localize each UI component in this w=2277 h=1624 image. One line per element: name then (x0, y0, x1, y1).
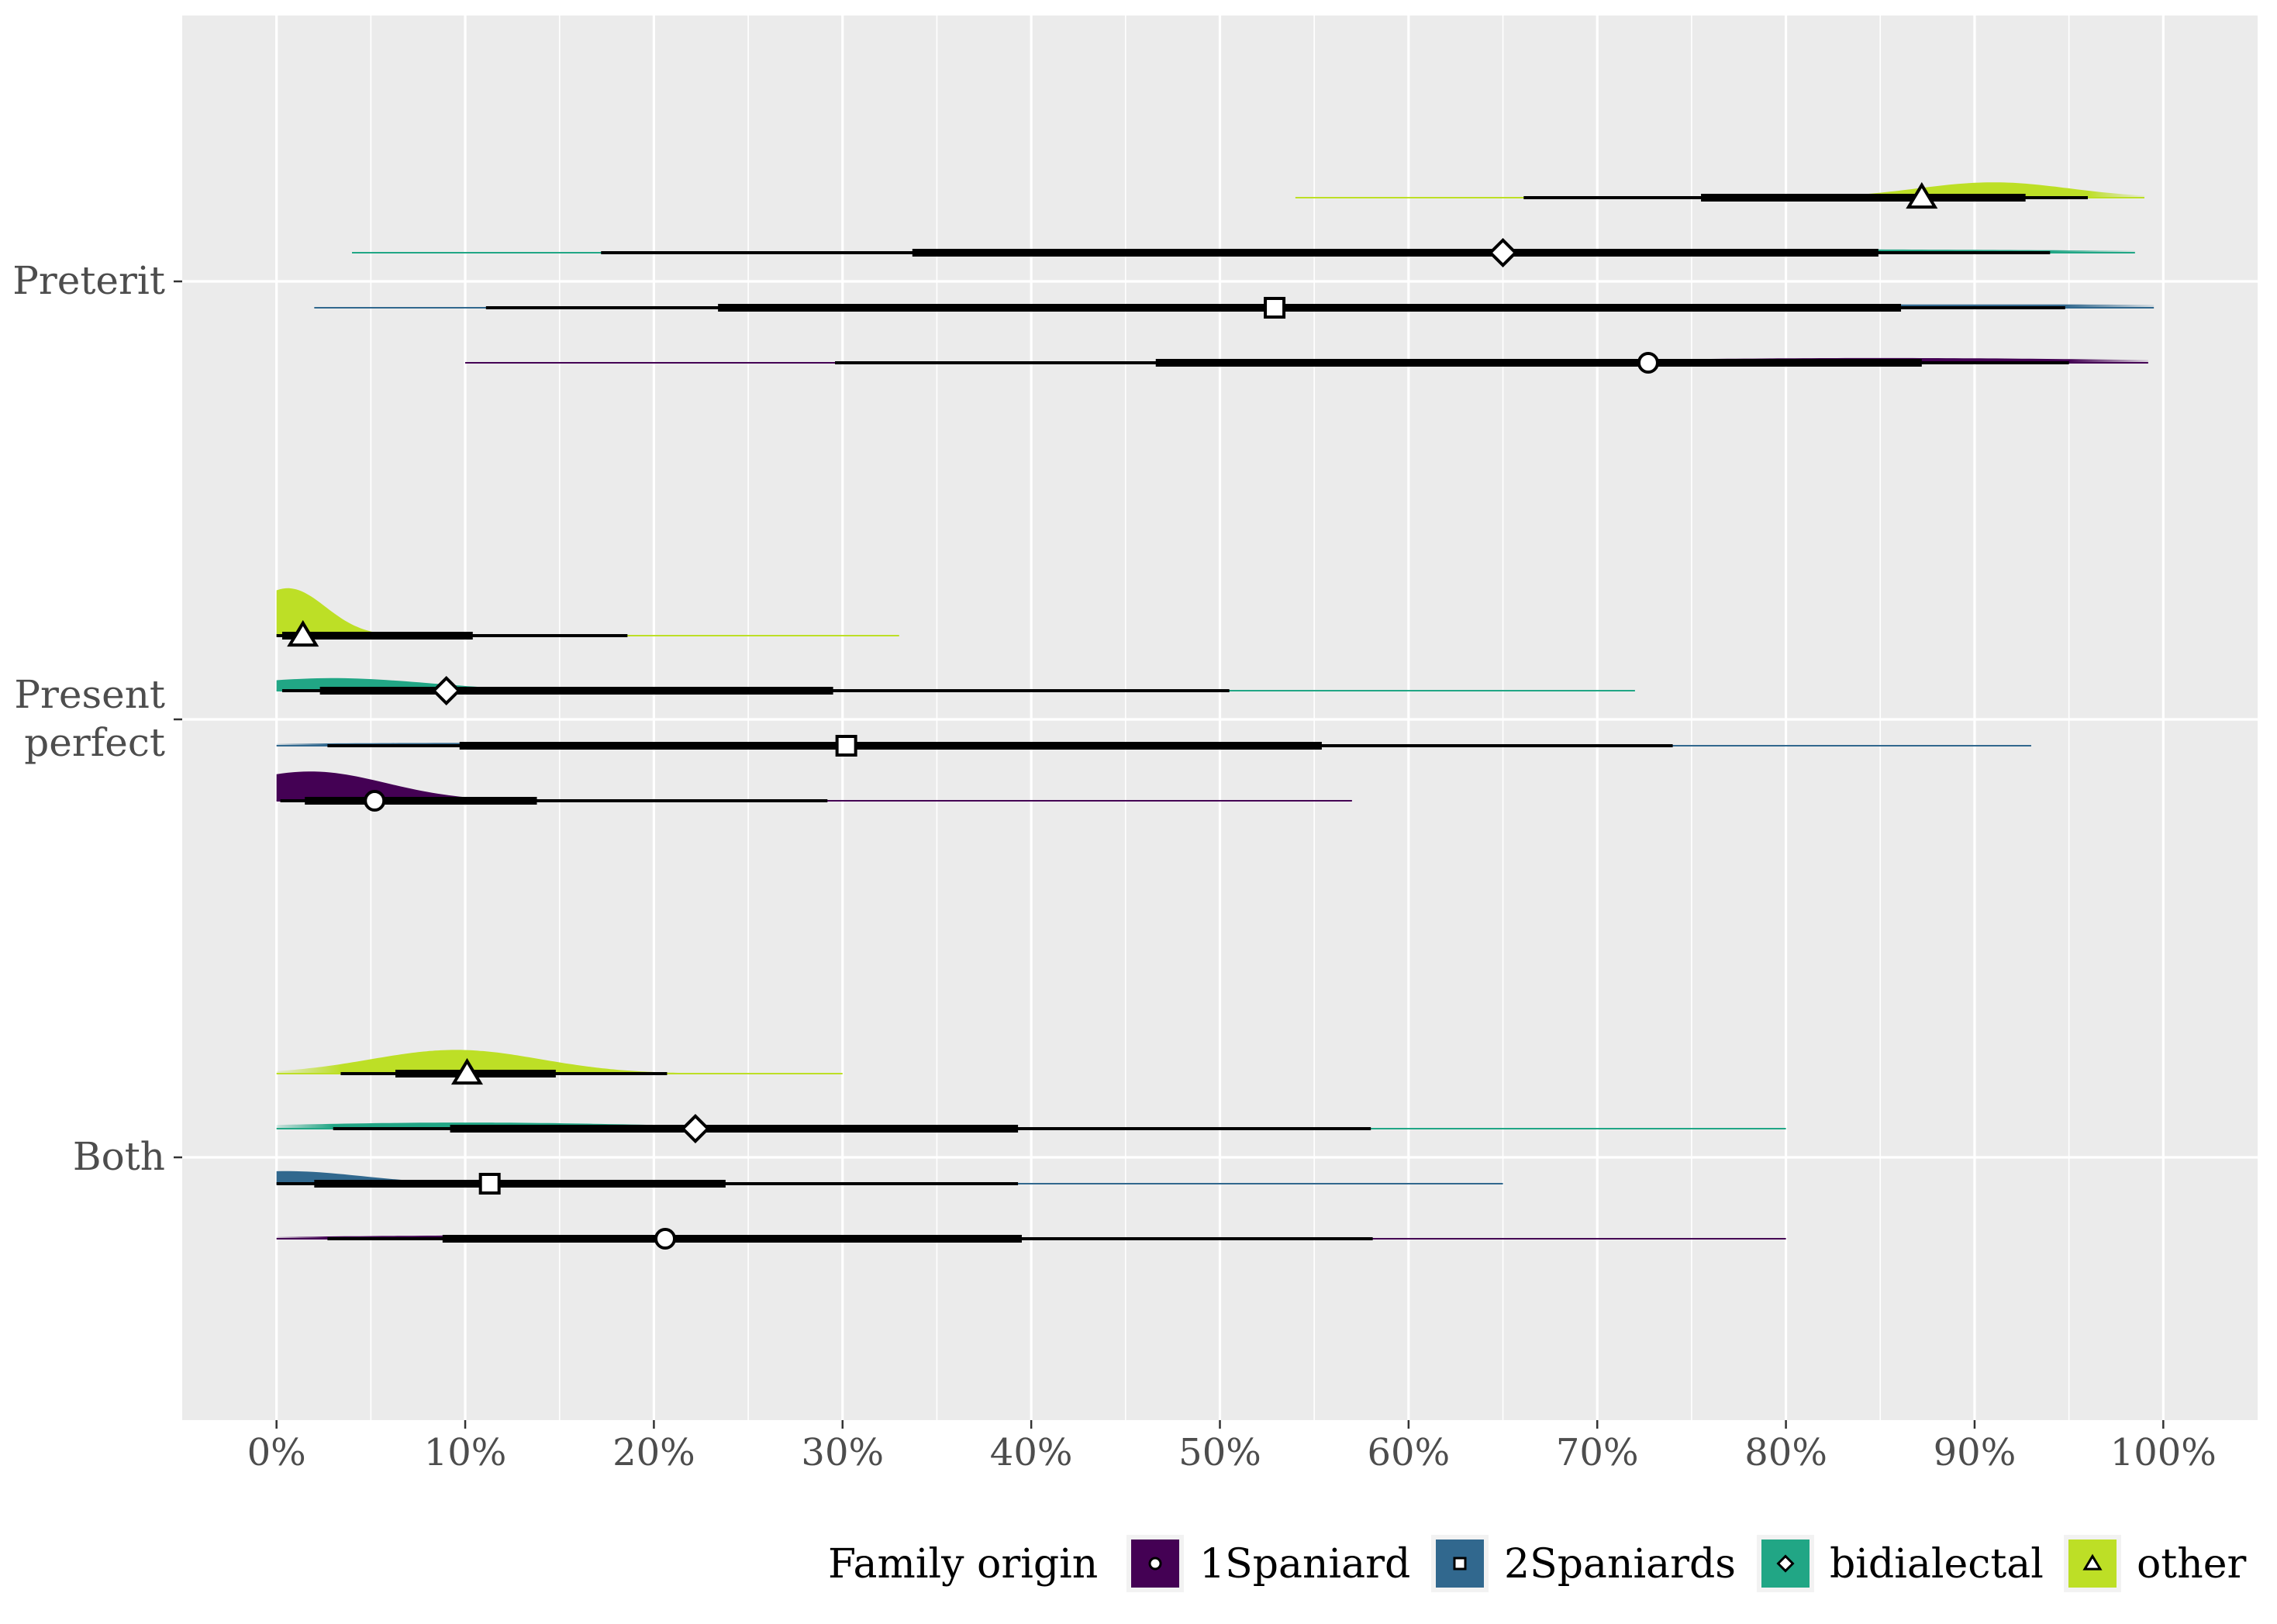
halfeye-both-bidialectal (276, 1113, 1786, 1144)
point-estimate (478, 1173, 501, 1195)
halfeye-preterit-1spaniard (465, 352, 2148, 374)
x-tick-label: 10% (424, 1431, 507, 1474)
y-tick-label: Present (14, 672, 165, 717)
x-tick-label: 20% (612, 1431, 695, 1474)
legend-item-bidialectal: bidialectal (1757, 1535, 2044, 1592)
halfeye-both-2spaniards (276, 1171, 1503, 1195)
legend-key-shape (1776, 1554, 1795, 1573)
point-estimate (1488, 237, 1518, 268)
point-estimate (1264, 297, 1286, 319)
density-slab (276, 588, 899, 636)
legend-title: Family origin (828, 1541, 1098, 1588)
y-tick-label: perfect (24, 720, 165, 765)
x-tick-label: 50% (1178, 1431, 1261, 1474)
x-tick-label: 70% (1556, 1431, 1639, 1474)
chart-marks (276, 181, 2155, 1250)
point-estimate (364, 790, 386, 812)
point-estimate (1637, 352, 1659, 374)
point-estimate (287, 619, 319, 647)
x-axis: 0% 10% 20% 30% 40% 50% 60% 70% 80% 90% 100% (247, 1420, 2217, 1474)
legend-label: other (2137, 1541, 2246, 1588)
halfeye-preterit-2spaniards (314, 297, 2155, 319)
point-estimate (1906, 181, 1938, 209)
legend-item-other: other (2064, 1535, 2246, 1592)
x-tick-label: 40% (990, 1431, 1073, 1474)
halfeye-both-1spaniard (276, 1228, 1786, 1250)
x-tick-label: 90% (1934, 1431, 2017, 1474)
legend-key-shape (1453, 1557, 1467, 1571)
legend-label: 1Spaniard (1199, 1541, 1410, 1588)
x-tick-label: 60% (1368, 1431, 1451, 1474)
y-tick-label: Both (73, 1134, 165, 1179)
legend: Family origin 1Spaniard 2Spaniards bidialec… (828, 1535, 2246, 1592)
halfeye-present-perfect-1spaniard (276, 771, 1352, 812)
halfeye-preterit-other (1295, 181, 2144, 209)
x-tick-label: 0% (247, 1431, 306, 1474)
halfeye-present-perfect-bidialectal (276, 675, 1635, 706)
point-estimate (431, 675, 461, 706)
legend-key-shape (1148, 1557, 1162, 1571)
legend-item-1spaniard: 1Spaniard (1126, 1535, 1410, 1592)
legend-label: bidialectal (1830, 1541, 2044, 1588)
legend-item-2spaniards: 2Spaniards (1431, 1535, 1736, 1592)
y-tick-label: Preterit (12, 258, 165, 303)
point-estimate (450, 1057, 484, 1085)
point-estimate (680, 1113, 710, 1144)
x-tick-label: 80% (1744, 1431, 1827, 1474)
halfeye-present-perfect-other (276, 588, 899, 647)
legend-key-shape (2082, 1553, 2103, 1571)
x-tick-label: 100% (2110, 1431, 2217, 1474)
halfeye-present-perfect-2spaniards (276, 735, 2031, 757)
legend-label: 2Spaniards (1504, 1541, 1736, 1588)
halfeye-both-other (276, 1050, 843, 1085)
density-slab (276, 1050, 843, 1074)
halfeye-preterit-bidialectal (352, 237, 2135, 268)
x-tick-label: 30% (801, 1431, 884, 1474)
point-estimate (835, 735, 857, 757)
point-estimate (654, 1228, 677, 1250)
